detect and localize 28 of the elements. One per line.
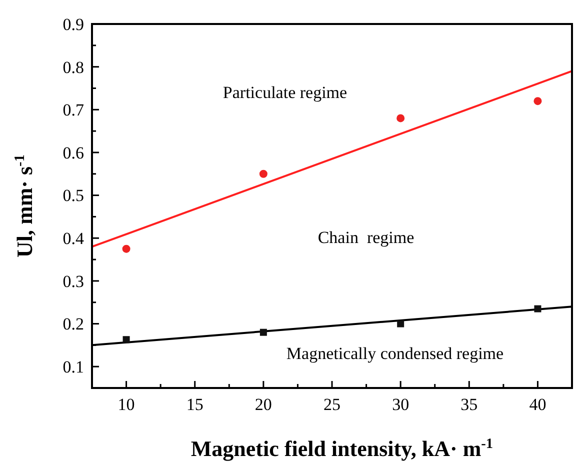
x-tick-label: 15 <box>186 395 204 414</box>
annotation: Chain regime <box>318 228 414 247</box>
y-tick-label: 0.1 <box>62 358 84 377</box>
point <box>260 328 267 336</box>
x-tick-label: 25 <box>324 395 340 414</box>
point <box>534 97 542 106</box>
x-tick-label: 30 <box>392 395 410 414</box>
x-axis-title: Magnetic field intensity, kA· m$^{-1}$ <box>190 436 494 461</box>
annotation: Particulate regime <box>222 82 348 102</box>
y-tick-label: 0.9 <box>62 14 84 34</box>
point <box>122 336 130 344</box>
y-tick-label: 0.3 <box>62 272 84 291</box>
x-tick-label: 10 <box>118 395 135 414</box>
annotation: Magnetically condensed regime <box>286 344 504 363</box>
point <box>397 320 404 328</box>
y-tick-label: 0.2 <box>62 314 84 334</box>
y-tick-label: 0.6 <box>62 143 84 162</box>
x-tick-label: 20 <box>254 395 272 414</box>
point <box>259 170 268 178</box>
y-tick-label: 0.5 <box>62 186 84 206</box>
x-tick-label: 35 <box>460 395 478 414</box>
x-tick-label: 40 <box>529 395 546 414</box>
y-tick-label: 0.8 <box>62 58 84 77</box>
y-tick-label: 0.4 <box>62 229 84 248</box>
point <box>396 114 405 122</box>
y-tick-label: 0.7 <box>62 100 84 120</box>
point <box>122 244 130 253</box>
point <box>534 305 542 312</box>
